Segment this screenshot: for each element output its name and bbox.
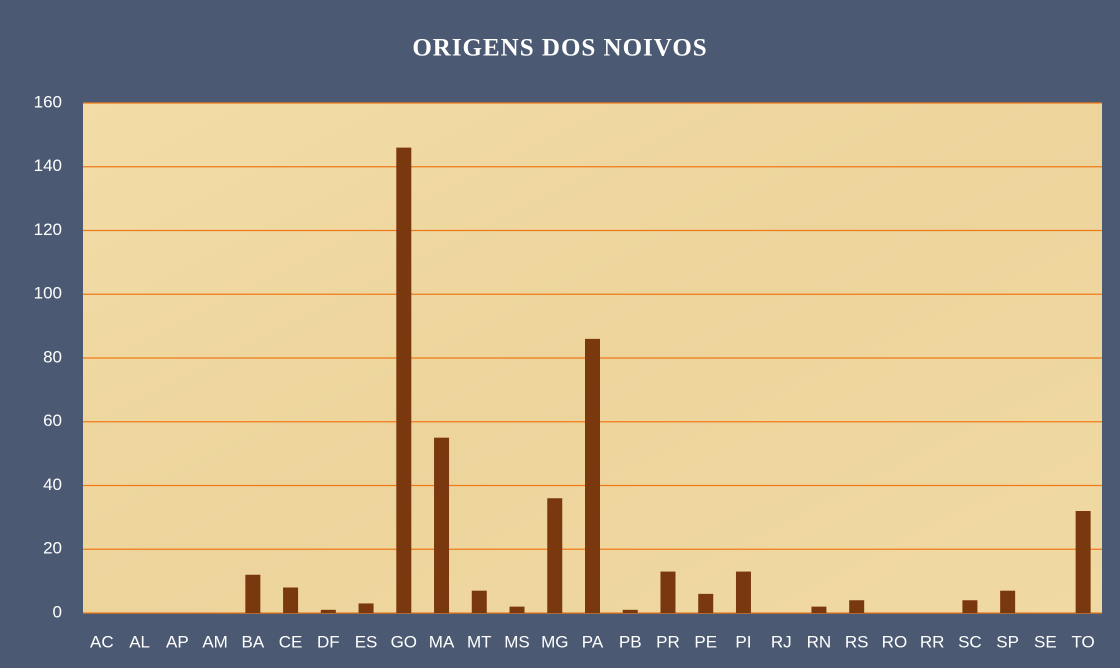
y-tick-label: 120: [34, 220, 62, 239]
x-tick-label: MT: [467, 632, 492, 651]
bar: [585, 338, 600, 613]
x-tick-label: GO: [391, 632, 417, 651]
x-tick-label: SC: [958, 632, 982, 651]
x-tick-label: PA: [582, 632, 604, 651]
x-tick-label: DF: [317, 632, 340, 651]
bar: [735, 571, 751, 613]
x-tick-label: MG: [541, 632, 568, 651]
bar: [358, 603, 374, 613]
bar: [434, 437, 450, 613]
bar: [320, 609, 336, 613]
bar: [509, 606, 525, 613]
bar: [1000, 590, 1016, 613]
x-tick-label: TO: [1071, 632, 1094, 651]
x-tick-label: SP: [996, 632, 1019, 651]
x-tick-label: AM: [202, 632, 228, 651]
x-tick-label: PR: [656, 632, 680, 651]
x-tick-label: CE: [279, 632, 303, 651]
x-tick-label: PB: [619, 632, 642, 651]
y-tick-label: 20: [43, 539, 62, 558]
y-tick-label: 140: [34, 156, 62, 175]
bar: [698, 593, 714, 613]
x-tick-label: SE: [1034, 632, 1057, 651]
bar: [245, 574, 261, 613]
x-tick-label: MS: [504, 632, 530, 651]
x-tick-label: RJ: [771, 632, 792, 651]
chart-title: ORIGENS DOS NOIVOS: [412, 35, 707, 62]
y-tick-label: 100: [34, 284, 62, 303]
x-tick-label: RR: [920, 632, 945, 651]
x-tick-label: PI: [735, 632, 751, 651]
x-tick-label: AP: [166, 632, 189, 651]
bar: [547, 498, 563, 613]
x-tick-label: RN: [807, 632, 832, 651]
x-tick-label: BA: [241, 632, 264, 651]
y-tick-label: 0: [53, 602, 62, 621]
x-tick-label: PE: [694, 632, 717, 651]
x-tick-label: AL: [129, 632, 150, 651]
bar: [660, 571, 676, 613]
bar: [849, 600, 865, 613]
bar: [811, 606, 827, 613]
bar: [396, 147, 412, 613]
x-tick-label: ES: [355, 632, 378, 651]
y-tick-label: 80: [43, 347, 62, 366]
y-tick-label: 40: [43, 475, 62, 494]
bar: [622, 609, 638, 613]
x-tick-label: MA: [429, 632, 455, 651]
x-tick-label: AC: [90, 632, 114, 651]
y-tick-label: 160: [34, 92, 62, 111]
x-tick-label: RO: [882, 632, 908, 651]
bar: [471, 590, 487, 613]
bar: [283, 587, 299, 613]
bar: [1075, 511, 1091, 613]
bar: [962, 600, 978, 613]
y-tick-label: 60: [43, 411, 62, 430]
x-tick-label: RS: [845, 632, 869, 651]
